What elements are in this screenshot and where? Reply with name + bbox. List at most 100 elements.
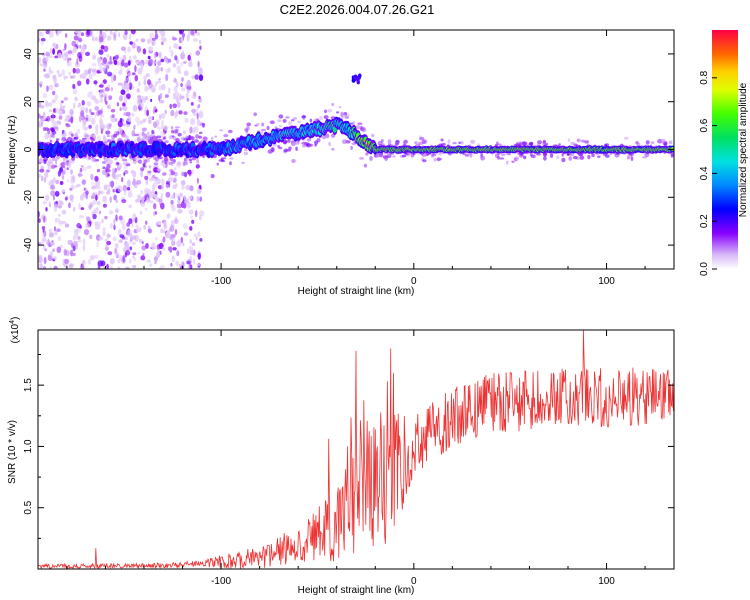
spectrogram-noise-speck bbox=[80, 110, 85, 117]
spectrogram-noise-speck bbox=[72, 240, 78, 247]
spectrogram-noise-speck bbox=[670, 154, 674, 158]
spectrogram-noise-speck bbox=[142, 134, 147, 138]
spectrogram-noise-speck bbox=[147, 170, 152, 174]
snr-x-tick-label: 0 bbox=[411, 576, 417, 587]
spectrogram-noise-speck bbox=[123, 112, 127, 116]
spectrogram-noise-speck bbox=[197, 252, 201, 260]
spectrogram-noise-speck bbox=[68, 264, 73, 269]
spectrogram-noise-speck bbox=[157, 220, 162, 226]
spectrogram-noise-speck bbox=[61, 174, 65, 180]
spectrogram-noise-speck bbox=[182, 130, 187, 135]
spectrogram-noise-speck bbox=[122, 118, 125, 123]
spectrogram-noise-speck bbox=[146, 197, 150, 204]
spectrogram-noise-speck bbox=[64, 223, 70, 228]
snr-x-label: Height of straight line (km) bbox=[298, 585, 415, 596]
spectrogram-noise-speck bbox=[181, 171, 186, 177]
spectrogram-noise-speck bbox=[89, 108, 92, 114]
spectrogram-noise-speck bbox=[161, 160, 166, 163]
spectrogram-noise-speck bbox=[145, 180, 149, 185]
colorbar-tick-label: 0.0 bbox=[699, 262, 710, 276]
spectrogram-noise-speck bbox=[195, 164, 200, 169]
spectrogram-noise-speck bbox=[543, 156, 547, 161]
spectrogram-noise-speck bbox=[61, 220, 67, 225]
spectrogram-noise-speck bbox=[111, 32, 115, 36]
spectrogram-noise-speck bbox=[189, 226, 193, 231]
spectrogram-noise-speck bbox=[110, 78, 114, 83]
spectrogram-noise-speck bbox=[102, 195, 107, 203]
spectrogram-noise-speck bbox=[128, 60, 131, 66]
spectrogram-noise-speck bbox=[630, 156, 634, 162]
spectrogram-noise-speck bbox=[118, 239, 123, 243]
spectrogram-noise-speck bbox=[146, 131, 150, 136]
spectrogram-noise-speck bbox=[511, 160, 515, 163]
spectrogram-noise-speck bbox=[102, 203, 107, 208]
spectrogram-noise-speck bbox=[91, 157, 97, 162]
spectrogram-noise-speck bbox=[141, 95, 144, 103]
spectrogram-noise-speck bbox=[44, 171, 49, 179]
spectrogram-noise-speck bbox=[104, 215, 108, 220]
spectrogram-noise-speck bbox=[78, 115, 82, 123]
spectrogram-noise-speck bbox=[174, 112, 177, 119]
spectrogram-noise-speck bbox=[98, 49, 104, 55]
spectrogram-noise-speck bbox=[73, 74, 76, 79]
spectrogram-noise-speck bbox=[181, 50, 185, 56]
spectrogram-noise-speck bbox=[172, 63, 177, 68]
spectrogram-noise-speck bbox=[107, 84, 111, 88]
snr-y-tick-label: 1.5 bbox=[23, 378, 34, 392]
spectrogram-noise-speck bbox=[102, 79, 107, 84]
spectrogram-noise-speck bbox=[55, 30, 58, 34]
spectrogram-noise-speck bbox=[186, 79, 191, 87]
spectrogram-noise-speck bbox=[160, 183, 165, 191]
spectrogram-noise-speck bbox=[64, 196, 68, 201]
spectrogram-noise-speck bbox=[161, 123, 164, 130]
spectrogram-noise-speck bbox=[122, 223, 126, 231]
spectrogram-noise-speck bbox=[49, 127, 55, 132]
spectrogram-noise-speck bbox=[378, 153, 384, 158]
spectrogram-noise-speck bbox=[74, 96, 78, 102]
spectrogram-noise-speck bbox=[371, 133, 375, 138]
spectrogram-noise-speck bbox=[187, 54, 191, 61]
spectrogram-noise-speck bbox=[162, 229, 166, 234]
spectrogram-noise-speck bbox=[124, 252, 128, 258]
spectrogram-noise-speck bbox=[198, 131, 203, 134]
spectrogram-noise-speck bbox=[59, 181, 64, 185]
spectrogram-noise-speck bbox=[331, 103, 335, 106]
spectrogram-noise-speck bbox=[174, 216, 178, 223]
snr-frame bbox=[37, 329, 675, 570]
spectrogram-noise-speck bbox=[162, 163, 166, 168]
spectrogram-noise-speck bbox=[570, 141, 575, 145]
spectrogram-noise-speck bbox=[464, 153, 470, 157]
spectrogram-noise-speck bbox=[120, 59, 125, 67]
spectrogram-noise-speck bbox=[78, 202, 81, 210]
spectrogram-noise-speck bbox=[42, 228, 45, 233]
spectrogram-noise-speck bbox=[147, 38, 150, 45]
spectrogram-noise-speck bbox=[87, 115, 92, 120]
spectrogram-noise-speck bbox=[69, 109, 74, 116]
spectrogram-noise-speck bbox=[156, 251, 160, 257]
spectrogram-noise-speck bbox=[160, 67, 164, 72]
spectrogram-noise-speck bbox=[63, 57, 67, 61]
spectrogram-noise-speck bbox=[115, 199, 119, 203]
spectrogram-noise-speck bbox=[160, 192, 163, 199]
spectrogram-noise-speck bbox=[145, 96, 148, 101]
spectrogram-noise-speck bbox=[92, 213, 97, 220]
spectrogram-noise-speck bbox=[359, 157, 365, 160]
spectrogram-noise-speck bbox=[113, 224, 116, 231]
spectrogram-noise-speck bbox=[106, 123, 110, 127]
spectrogram-noise-speck bbox=[162, 236, 166, 243]
spectrogram-noise-speck bbox=[189, 161, 193, 164]
spectrogram-noise-speck bbox=[63, 75, 67, 80]
spectrogram-y-tick-label: 20 bbox=[23, 96, 34, 108]
spectrogram-noise-speck bbox=[143, 75, 148, 80]
spectrogram-noise-speck bbox=[89, 134, 93, 137]
spectrogram-noise-speck bbox=[195, 134, 199, 139]
spectrogram-noise-speck bbox=[47, 181, 52, 186]
spectrogram-noise-speck bbox=[134, 75, 139, 82]
spectrogram-noise-speck bbox=[646, 143, 650, 146]
spectrogram-noise-speck bbox=[573, 156, 578, 160]
spectrogram-noise-speck bbox=[121, 133, 127, 138]
spectrogram-noise-speck bbox=[113, 133, 118, 138]
spectrogram-noise-speck bbox=[292, 117, 298, 120]
spectrogram-noise-speck bbox=[94, 254, 99, 259]
spectrogram-noise-speck bbox=[119, 107, 122, 111]
